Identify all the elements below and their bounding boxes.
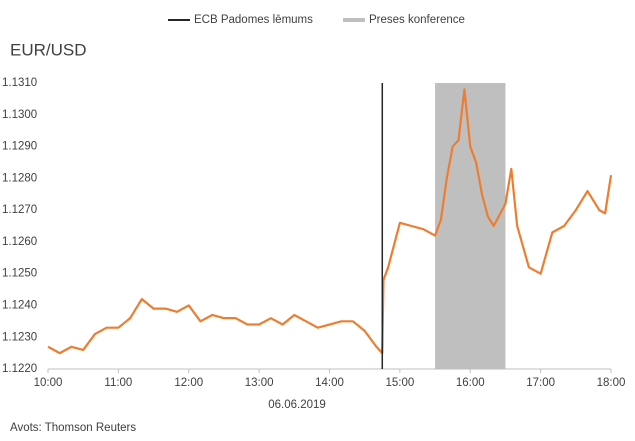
y-tick-label: 1.1310 xyxy=(2,77,37,89)
x-tick-label: 10:00 xyxy=(34,377,63,389)
chart-title: EUR/USD xyxy=(10,40,87,59)
y-tick-label: 1.1220 xyxy=(2,363,37,375)
x-tick-label: 12:00 xyxy=(174,377,203,389)
y-tick-label: 1.1270 xyxy=(2,204,37,216)
legend-label: Preses konference xyxy=(369,14,465,26)
y-tick-label: 1.1280 xyxy=(2,172,37,184)
x-axis-label: 06.06.2019 xyxy=(268,399,326,411)
x-tick-label: 16:00 xyxy=(456,377,485,389)
price-line xyxy=(47,88,613,355)
x-tick-label: 11:00 xyxy=(104,377,132,389)
x-tick-label: 14:00 xyxy=(315,377,344,389)
y-tick-label: 1.1260 xyxy=(2,236,37,248)
x-tick-label: 17:00 xyxy=(526,377,555,389)
x-tick-label: 13:00 xyxy=(245,377,274,389)
source: Avots: Thomson Reuters xyxy=(10,422,136,434)
y-tick-label: 1.1290 xyxy=(2,141,37,153)
y-tick-label: 1.1250 xyxy=(2,268,37,280)
x-tick-label: 15:00 xyxy=(385,377,414,389)
x-tick-label: 18:00 xyxy=(597,377,626,389)
y-tick-label: 1.1300 xyxy=(2,109,37,121)
legend-label: ECB Padomes lēmums xyxy=(194,14,313,26)
y-tick-label: 1.1240 xyxy=(2,299,37,311)
y-tick-label: 1.1230 xyxy=(2,331,37,343)
